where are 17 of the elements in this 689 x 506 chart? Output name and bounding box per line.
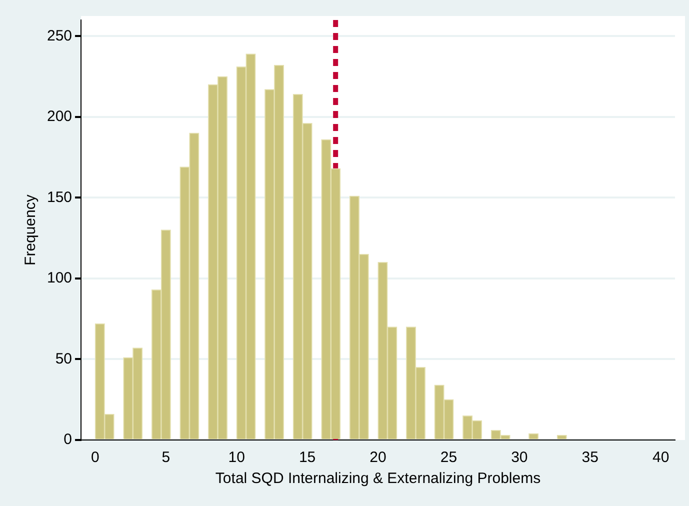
y-axis-title: Frequency (22, 194, 40, 266)
x-tick-label: 25 (440, 449, 458, 466)
y-tick-label: 0 (64, 431, 72, 448)
x-tick-label: 15 (298, 449, 316, 466)
x-tick-label: 10 (228, 449, 245, 466)
x-tick-label: 40 (652, 449, 670, 466)
x-tick-label: 20 (370, 449, 386, 466)
x-tick-label: 30 (511, 449, 528, 466)
y-tick-label: 200 (46, 108, 72, 126)
y-tick-label: 50 (55, 350, 72, 368)
y-tick-label: 150 (46, 188, 72, 206)
x-tick-label: 35 (582, 449, 598, 466)
y-tick-label: 100 (46, 270, 72, 287)
x-tick-label: 0 (90, 449, 100, 466)
x-tick-label: 5 (162, 449, 170, 466)
x-axis-title: Total SQD Internalizing & Externalizing Problems (215, 470, 541, 488)
y-tick-label: 250 (46, 27, 72, 44)
